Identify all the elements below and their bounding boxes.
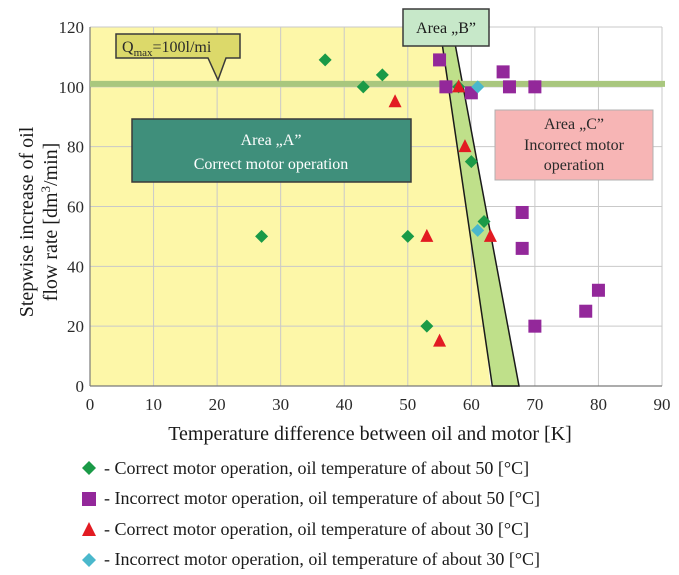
data-point-series-2	[497, 65, 510, 78]
x-axis-title: Temperature difference between oil and m…	[168, 423, 572, 445]
legend-label: - Incorrect motor operation, oil tempera…	[104, 488, 540, 509]
legend-item-purple-square: - Incorrect motor operation, oil tempera…	[80, 484, 670, 515]
x-tick-label: 30	[272, 395, 289, 414]
y-tick-label: 60	[67, 198, 84, 217]
y-axis-title-line2: flow rate [dm3/min]	[38, 143, 62, 302]
area-b-title: Area „B”	[416, 20, 476, 37]
y-tick-label: 40	[67, 257, 84, 276]
area-a-subtitle: Correct motor operation	[194, 156, 349, 173]
data-point-series-2	[503, 80, 516, 93]
y-tick-label: 100	[59, 78, 85, 97]
y-tick-label: 20	[67, 317, 84, 336]
data-point-series-2	[579, 305, 592, 318]
cyan-diamond-icon	[80, 551, 98, 569]
legend-item-red-triangle: - Correct motor operation, oil temperatu…	[80, 514, 670, 545]
x-tick-label: 70	[526, 395, 543, 414]
data-point-series-2	[516, 206, 529, 219]
area-a-box: Area „A” Correct motor operation	[132, 119, 411, 182]
area-c-box: Area „C” Incorrect motor operation	[495, 110, 653, 180]
y-tick-label: 0	[76, 377, 85, 396]
legend-item-green-diamond: - Correct motor operation, oil temperatu…	[80, 453, 670, 484]
area-c-line2: Incorrect motor	[524, 137, 625, 154]
x-tick-label: 40	[336, 395, 353, 414]
x-tick-label: 0	[86, 395, 95, 414]
area-a-title: Area „A”	[241, 132, 302, 149]
area-c-line3: operation	[544, 157, 604, 174]
data-point-series-2	[528, 80, 541, 93]
green-diamond-icon	[80, 459, 98, 477]
red-triangle-icon	[80, 520, 98, 538]
legend: - Correct motor operation, oil temperatu…	[80, 453, 670, 575]
area-c-title: Area „C”	[544, 116, 604, 133]
x-tick-label: 10	[145, 395, 162, 414]
x-tick-label: 60	[463, 395, 480, 414]
data-point-series-2	[592, 284, 605, 297]
x-tick-label: 90	[654, 395, 671, 414]
legend-label: - Correct motor operation, oil temperatu…	[104, 458, 529, 479]
legend-label: - Correct motor operation, oil temperatu…	[104, 519, 529, 540]
x-tick-label: 80	[590, 395, 607, 414]
y-tick-label: 120	[59, 18, 85, 37]
y-axis-title-line1: Stepwise increase of oil	[16, 126, 38, 317]
x-tick-label: 20	[209, 395, 226, 414]
purple-square-icon	[80, 490, 98, 508]
legend-item-cyan-diamond: - Incorrect motor operation, oil tempera…	[80, 545, 670, 575]
y-tick-label: 80	[67, 138, 84, 157]
data-point-series-2	[439, 80, 452, 93]
data-point-series-2	[528, 320, 541, 333]
legend-label: - Incorrect motor operation, oil tempera…	[104, 549, 540, 570]
scatter-chart: Area „A” Correct motor operation Area „B…	[0, 0, 679, 450]
x-tick-label: 50	[399, 395, 416, 414]
area-b-box: Area „B”	[403, 9, 489, 46]
data-point-series-2	[433, 53, 446, 66]
data-point-series-2	[516, 242, 529, 255]
